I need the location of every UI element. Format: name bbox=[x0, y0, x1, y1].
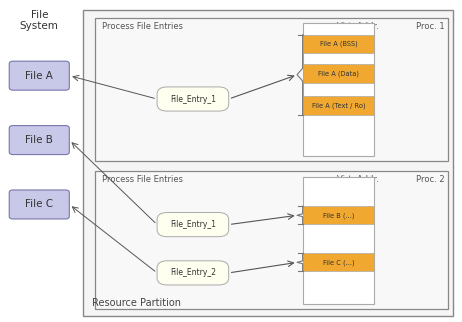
FancyBboxPatch shape bbox=[303, 206, 374, 224]
Text: File B (...): File B (...) bbox=[322, 212, 354, 219]
FancyBboxPatch shape bbox=[303, 96, 374, 115]
Text: Process File Entries: Process File Entries bbox=[102, 22, 182, 31]
Text: File A (Text / Ro): File A (Text / Ro) bbox=[311, 102, 365, 109]
Text: File_Entry_1: File_Entry_1 bbox=[170, 220, 216, 229]
Text: Proc. 2: Proc. 2 bbox=[416, 175, 444, 184]
FancyBboxPatch shape bbox=[157, 213, 229, 237]
Text: Virt. Addr.: Virt. Addr. bbox=[337, 175, 378, 184]
FancyBboxPatch shape bbox=[95, 171, 448, 309]
Text: Proc. 1: Proc. 1 bbox=[416, 22, 444, 31]
FancyBboxPatch shape bbox=[9, 61, 69, 90]
Text: File A (Data): File A (Data) bbox=[318, 70, 359, 77]
FancyBboxPatch shape bbox=[157, 261, 229, 285]
FancyBboxPatch shape bbox=[303, 177, 374, 304]
Text: File B: File B bbox=[25, 135, 53, 145]
Text: Virt. Addr.: Virt. Addr. bbox=[337, 22, 378, 31]
FancyBboxPatch shape bbox=[9, 126, 69, 155]
Text: File A (BSS): File A (BSS) bbox=[320, 41, 357, 47]
Text: File_Entry_1: File_Entry_1 bbox=[170, 95, 216, 103]
FancyBboxPatch shape bbox=[303, 253, 374, 271]
FancyBboxPatch shape bbox=[303, 23, 374, 156]
Text: File A: File A bbox=[25, 71, 53, 81]
Text: Resource Partition: Resource Partition bbox=[92, 298, 182, 308]
FancyBboxPatch shape bbox=[303, 34, 374, 53]
Text: File
System: File System bbox=[20, 10, 59, 31]
FancyBboxPatch shape bbox=[157, 87, 229, 111]
Text: Process File Entries: Process File Entries bbox=[102, 175, 182, 184]
Text: File C (...): File C (...) bbox=[322, 259, 354, 266]
FancyBboxPatch shape bbox=[303, 64, 374, 83]
Text: File_Entry_2: File_Entry_2 bbox=[170, 269, 216, 277]
FancyBboxPatch shape bbox=[83, 10, 453, 316]
Text: File C: File C bbox=[25, 199, 53, 210]
FancyBboxPatch shape bbox=[9, 190, 69, 219]
FancyBboxPatch shape bbox=[95, 18, 448, 161]
